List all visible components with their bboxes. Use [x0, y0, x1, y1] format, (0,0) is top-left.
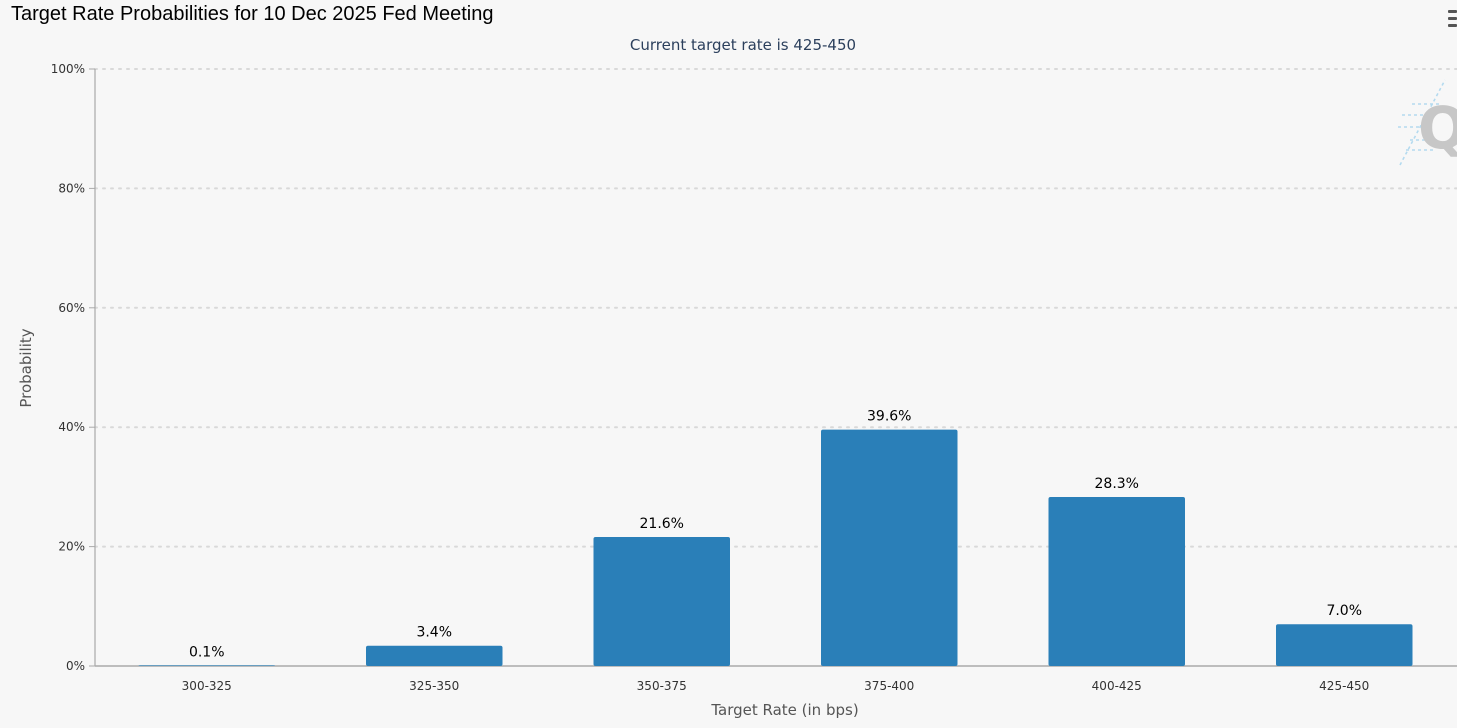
chart-subtitle: Current target rate is 425-450	[630, 36, 856, 54]
y-tick-label: 60%	[58, 301, 85, 315]
chart-title: Target Rate Probabilities for 10 Dec 202…	[11, 3, 494, 25]
bar-300-325[interactable]	[138, 665, 276, 666]
y-tick-label: 40%	[58, 420, 85, 434]
y-tick-label: 20%	[58, 540, 85, 554]
x-tick-label-300-325: 300-325	[182, 679, 232, 693]
x-tick-label-425-450: 425-450	[1319, 679, 1369, 693]
y-tick-label: 80%	[58, 181, 85, 195]
data-label-375-400: 39.6%	[867, 409, 911, 425]
x-axis-title: Target Rate (in bps)	[710, 701, 858, 719]
bar-375-400[interactable]	[821, 429, 958, 666]
bar-400-425[interactable]	[1048, 497, 1186, 666]
svg-text:Q: Q	[1418, 94, 1457, 162]
y-axis-title: Probability	[17, 328, 35, 407]
x-tick-label-375-400: 375-400	[864, 679, 914, 693]
hamburger-menu-icon[interactable]	[1444, 8, 1457, 30]
data-label-400-425: 28.3%	[1095, 476, 1139, 492]
x-tick-label-400-425: 400-425	[1092, 679, 1142, 693]
bar-350-375[interactable]	[593, 537, 731, 666]
bar-325-350[interactable]	[366, 645, 503, 666]
y-tick-label: 0%	[66, 659, 85, 673]
x-tick-label-350-375: 350-375	[637, 679, 687, 693]
data-label-350-375: 21.6%	[640, 516, 684, 532]
bar-425-450[interactable]	[1276, 624, 1413, 666]
x-tick-label-325-350: 325-350	[409, 679, 459, 693]
data-label-300-325: 0.1%	[189, 644, 225, 660]
data-label-425-450: 7.0%	[1326, 603, 1362, 619]
data-label-325-350: 3.4%	[416, 625, 452, 641]
q-watermark-icon: Q	[1398, 79, 1457, 166]
y-tick-label: 100%	[51, 62, 85, 76]
